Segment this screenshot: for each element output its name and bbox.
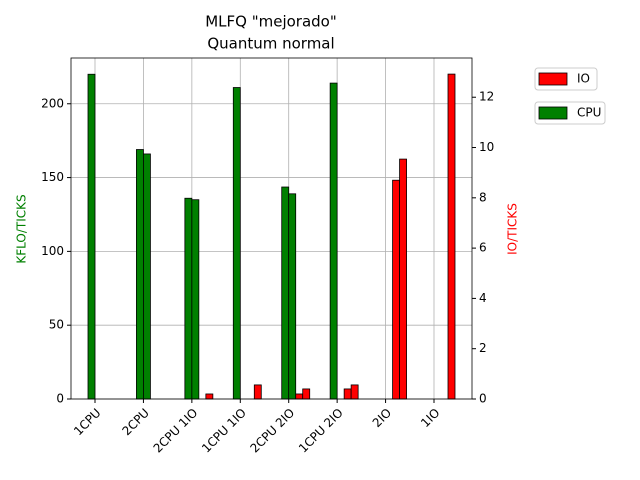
bar bbox=[205, 393, 214, 400]
bar bbox=[184, 197, 193, 400]
bar bbox=[253, 384, 262, 400]
bar bbox=[136, 149, 144, 400]
x-tick-label: 1CPU 2IO bbox=[296, 406, 346, 456]
y-tick-label: 100 bbox=[41, 244, 64, 258]
legend-label: CPU bbox=[577, 106, 601, 120]
y2-axis-label: IO/TICKS bbox=[506, 203, 520, 255]
y-tick-label: 200 bbox=[41, 96, 64, 110]
y-tick-label: 150 bbox=[41, 170, 64, 184]
bar bbox=[295, 393, 304, 400]
x-tick-label: 1CPU bbox=[71, 406, 104, 439]
bar bbox=[143, 153, 151, 400]
x-tick-label: 1IO bbox=[418, 406, 442, 430]
bar bbox=[302, 388, 311, 400]
bar bbox=[232, 87, 241, 400]
bar bbox=[87, 73, 96, 400]
bar bbox=[288, 193, 297, 400]
legend-swatch bbox=[538, 72, 568, 86]
x-tick-label: 2CPU 1IO bbox=[151, 406, 201, 456]
x-tick-label: 1CPU 1IO bbox=[199, 406, 249, 456]
bar bbox=[392, 179, 400, 400]
bar bbox=[329, 82, 338, 400]
chart-subtitle: Quantum normal bbox=[207, 35, 334, 53]
bar bbox=[191, 199, 200, 400]
x-tick-label: 2CPU bbox=[119, 406, 152, 439]
y2-tick-label: 8 bbox=[479, 190, 487, 204]
x-tick-label: 2CPU 2IO bbox=[247, 406, 297, 456]
chart-title: MLFQ "mejorado" bbox=[205, 13, 337, 31]
y2-tick-label: 2 bbox=[479, 341, 487, 355]
bar bbox=[343, 388, 352, 400]
y-tick-label: 0 bbox=[56, 392, 64, 406]
y2-tick-label: 0 bbox=[479, 392, 487, 406]
y2-tick-label: 12 bbox=[479, 90, 494, 104]
y-tick-label: 50 bbox=[49, 318, 64, 332]
y-axis-label: KFLO/TICKS bbox=[15, 194, 29, 263]
bar bbox=[399, 158, 407, 400]
plot-frame bbox=[70, 57, 473, 400]
legend-label: IO bbox=[577, 72, 590, 86]
bar bbox=[281, 186, 290, 400]
y2-tick-label: 6 bbox=[479, 241, 487, 255]
bar bbox=[447, 73, 456, 400]
x-tick-label: 2IO bbox=[370, 406, 394, 430]
y2-tick-label: 4 bbox=[479, 291, 487, 305]
bar bbox=[350, 384, 359, 400]
y2-tick-label: 10 bbox=[479, 140, 494, 154]
legend-swatch bbox=[538, 106, 568, 120]
